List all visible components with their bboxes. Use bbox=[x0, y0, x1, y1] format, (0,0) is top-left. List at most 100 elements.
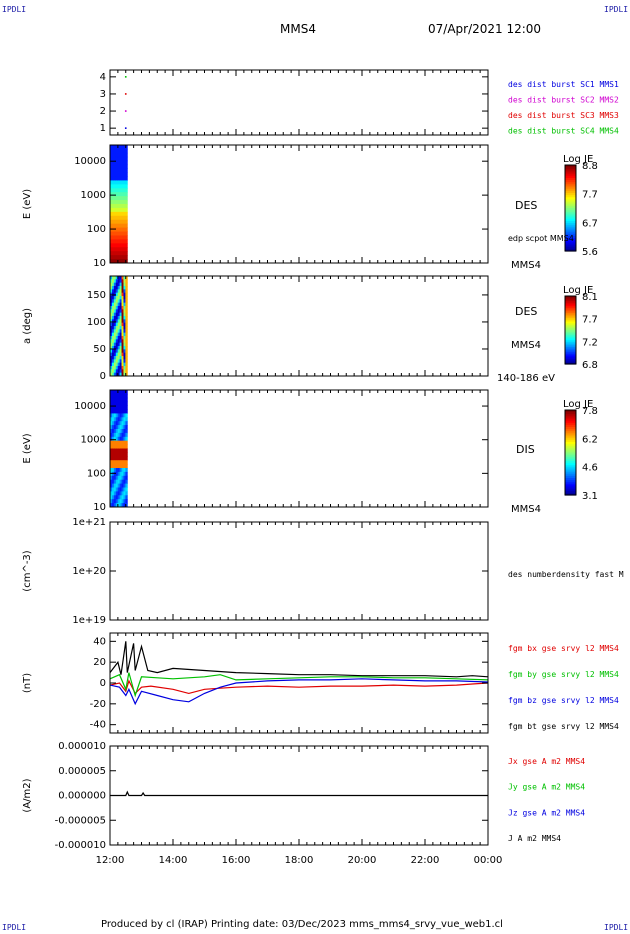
heatmap-cell bbox=[123, 503, 126, 508]
heatmap-cell bbox=[117, 503, 121, 508]
heatmap-cell bbox=[121, 369, 124, 374]
heatmap-cell bbox=[123, 495, 126, 500]
heatmap-cell bbox=[113, 279, 117, 284]
heatmap-cell bbox=[113, 425, 117, 430]
heatmap-cell bbox=[111, 448, 115, 453]
heatmap-cell bbox=[115, 196, 119, 201]
heatmap-cell bbox=[119, 172, 122, 177]
colorbar-segment bbox=[565, 347, 576, 350]
heatmap-cell bbox=[117, 192, 121, 197]
heatmap-cell bbox=[117, 436, 121, 442]
heatmap-cell bbox=[111, 215, 115, 221]
heatmap-cell bbox=[117, 223, 121, 228]
heatmap-cell bbox=[110, 483, 113, 488]
heatmap-cell bbox=[117, 425, 121, 430]
heatmap-cell bbox=[123, 336, 126, 340]
heatmap-cell bbox=[123, 160, 126, 166]
legend-entry: fgm bt gse srvy l2 MMS4 bbox=[508, 722, 619, 731]
heatmap-cell bbox=[121, 464, 124, 469]
heatmap-cell bbox=[125, 192, 128, 197]
colorbar-segment bbox=[565, 304, 576, 307]
heatmap-cell bbox=[113, 302, 117, 307]
heatmap-cell bbox=[125, 219, 128, 225]
heatmap-cell bbox=[125, 329, 128, 334]
heatmap-cell bbox=[117, 279, 121, 284]
heatmap-cell bbox=[119, 342, 122, 347]
heatmap-cell bbox=[125, 471, 128, 477]
heatmap-cell bbox=[110, 215, 113, 221]
heatmap-cell bbox=[117, 332, 121, 337]
colorbar-segment bbox=[565, 199, 576, 203]
heatmap-cell bbox=[123, 164, 126, 169]
heatmap-cell bbox=[123, 239, 126, 244]
heatmap-cell bbox=[117, 346, 121, 350]
heatmap-cell bbox=[113, 255, 117, 260]
heatmap-cell bbox=[117, 215, 121, 221]
heatmap-cell bbox=[115, 369, 119, 374]
colorbar-segment bbox=[565, 431, 576, 434]
heatmap-cell bbox=[125, 176, 128, 181]
heatmap-cell bbox=[123, 468, 126, 473]
heatmap-cell bbox=[115, 421, 119, 426]
heatmap-cell bbox=[117, 409, 121, 414]
heatmap-cell bbox=[113, 436, 117, 442]
heatmap-cell bbox=[113, 405, 117, 410]
heatmap-cell bbox=[121, 352, 124, 357]
heatmap-cell bbox=[115, 329, 119, 334]
heatmap-cell bbox=[117, 211, 121, 217]
panel-side-label: DES bbox=[515, 199, 537, 212]
y-tick-label: -0.000010 bbox=[55, 840, 106, 851]
colorbar-tick-label: 6.2 bbox=[582, 434, 598, 445]
heatmap-cell bbox=[123, 231, 126, 236]
y-axis-label: (nT) bbox=[22, 673, 33, 693]
colorbar-segment bbox=[565, 450, 576, 454]
heatmap-cell bbox=[111, 503, 115, 508]
heatmap-cell bbox=[115, 247, 119, 252]
heatmap-cell bbox=[115, 215, 119, 221]
heatmap-cell bbox=[115, 316, 119, 320]
heatmap-cell bbox=[111, 322, 115, 327]
colorbar-segment bbox=[565, 333, 576, 336]
heatmap-cell bbox=[119, 393, 122, 399]
heatmap-cell bbox=[121, 235, 124, 240]
colorbar-segment bbox=[565, 220, 576, 224]
heatmap-cell bbox=[121, 436, 124, 442]
heatmap-cell bbox=[117, 148, 121, 154]
colorbar-segment bbox=[565, 167, 576, 170]
heatmap-cell bbox=[115, 312, 119, 317]
heatmap-cell bbox=[115, 172, 119, 177]
heatmap-cell bbox=[113, 401, 117, 406]
heatmap-cell bbox=[113, 306, 117, 310]
colorbar-segment bbox=[565, 246, 576, 250]
panel-side-label: MMS4 bbox=[511, 504, 541, 515]
heatmap-cell bbox=[111, 487, 115, 492]
heatmap-cell bbox=[119, 282, 122, 287]
heatmap-cell bbox=[115, 409, 119, 414]
heatmap-cell bbox=[115, 279, 119, 284]
heatmap-cell bbox=[121, 219, 124, 225]
heatmap-cell bbox=[119, 390, 122, 395]
heatmap-cell bbox=[121, 207, 124, 213]
heatmap-cell bbox=[125, 483, 128, 488]
heatmap-cell bbox=[115, 309, 119, 314]
heatmap-cell bbox=[123, 326, 126, 330]
heatmap-cell bbox=[111, 432, 115, 438]
heatmap-cell bbox=[119, 436, 122, 442]
y-tick-label: 100 bbox=[87, 317, 106, 328]
heatmap-cell bbox=[113, 204, 117, 209]
heatmap-cell bbox=[117, 188, 121, 193]
colorbar-segment bbox=[565, 478, 576, 481]
heatmap-cell bbox=[115, 336, 119, 340]
heatmap-cell bbox=[111, 276, 115, 280]
heatmap-cell bbox=[125, 316, 128, 320]
heatmap-cell bbox=[123, 346, 126, 350]
colorbar-tick-label: 7.8 bbox=[582, 406, 598, 417]
heatmap-cell bbox=[119, 329, 122, 334]
y-axis-label: (cm^-3) bbox=[22, 550, 33, 591]
heatmap-cell bbox=[119, 464, 122, 469]
heatmap-cell bbox=[121, 231, 124, 236]
heatmap-cell bbox=[115, 390, 119, 395]
y-tick-label: 0 bbox=[100, 678, 106, 689]
heatmap-cell bbox=[123, 192, 126, 197]
heatmap-cell bbox=[121, 432, 124, 438]
